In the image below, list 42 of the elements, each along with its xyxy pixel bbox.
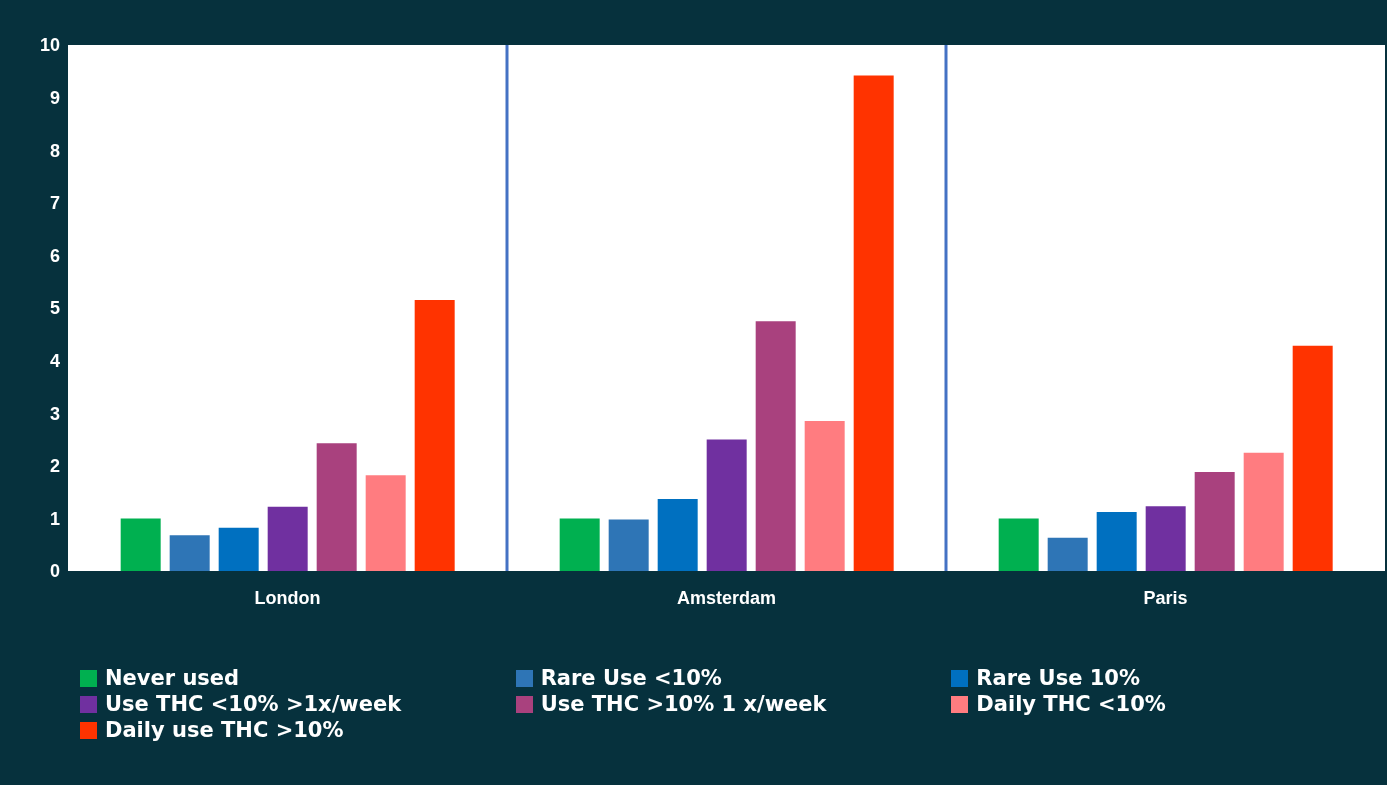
y-tick-label: 8 <box>49 140 60 161</box>
legend-label: Never used <box>105 666 240 690</box>
y-tick-label: 1 <box>49 508 60 529</box>
bar <box>1145 506 1186 571</box>
bar <box>218 527 259 571</box>
x-tick-label: Amsterdam <box>676 587 777 608</box>
bar <box>706 439 747 571</box>
bar <box>998 518 1039 571</box>
x-tick-label: Paris <box>1143 587 1188 608</box>
bar <box>608 519 649 571</box>
bar <box>755 321 796 571</box>
bar <box>657 498 698 571</box>
x-tick-label: London <box>254 587 321 608</box>
y-tick-label: 9 <box>49 87 60 108</box>
bar <box>1292 345 1333 571</box>
y-tick-label: 10 <box>39 35 60 56</box>
bar <box>559 518 600 571</box>
y-tick-label: 6 <box>49 245 60 266</box>
legend-label: Rare Use <10% <box>540 666 722 690</box>
bar <box>804 421 845 571</box>
bar <box>414 300 455 571</box>
bar <box>365 475 406 571</box>
legend-label: Use THC <10% >1x/week <box>105 692 402 716</box>
y-tick-label: 2 <box>49 456 60 477</box>
legend-label: Daily THC <10% <box>976 692 1166 716</box>
bar <box>1047 537 1088 571</box>
y-tick-label: 4 <box>49 350 60 371</box>
bar <box>1243 452 1284 571</box>
legend-label: Rare Use 10% <box>976 666 1140 690</box>
bar <box>1194 472 1235 571</box>
legend-label: Use THC >10% 1 x/week <box>540 692 827 716</box>
bar <box>169 535 210 571</box>
bar <box>120 518 161 571</box>
bar <box>267 506 308 571</box>
y-tick-label: 5 <box>49 298 60 319</box>
y-tick-label: 7 <box>49 193 60 214</box>
legend-label: Daily use THC >10% <box>105 718 344 742</box>
y-tick-label: 0 <box>49 561 60 582</box>
bar <box>1096 512 1137 571</box>
bar <box>316 443 357 571</box>
bar <box>853 75 894 571</box>
y-tick-label: 3 <box>49 403 60 424</box>
